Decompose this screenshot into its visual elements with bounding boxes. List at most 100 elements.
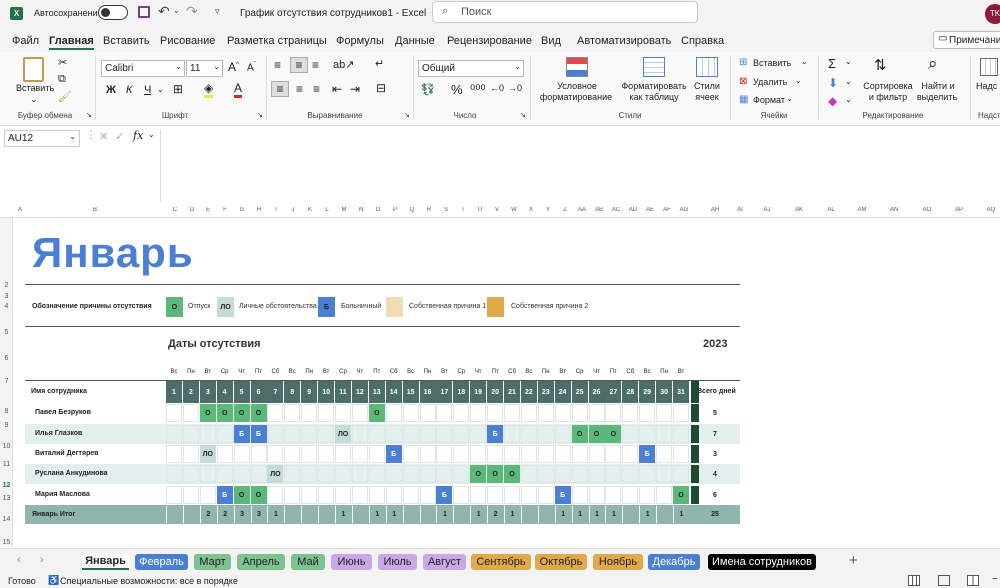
paste-icon[interactable] xyxy=(23,57,44,82)
conditional-format-label-1[interactable]: Условное xyxy=(557,81,597,91)
absence-cell-day-23[interactable] xyxy=(537,486,554,504)
day-header-16[interactable]: 16 xyxy=(419,381,436,403)
format-as-table-label-1[interactable]: Форматировать xyxy=(621,81,687,91)
font-launcher-icon[interactable]: ↘ xyxy=(257,112,263,119)
absence-cell-day-16[interactable] xyxy=(419,425,436,443)
column-header-ai[interactable]: AI xyxy=(737,207,743,213)
chevron-down-icon[interactable]: ⌄ xyxy=(845,77,852,86)
redo-icon[interactable]: ↷ xyxy=(186,3,198,19)
day-header-5[interactable]: 5 xyxy=(233,381,250,403)
absence-cell-day-22[interactable] xyxy=(520,445,537,463)
column-header-k[interactable]: K xyxy=(307,207,312,213)
absence-cell-day-10[interactable] xyxy=(318,486,335,504)
absence-cell-day-16[interactable] xyxy=(419,404,436,422)
column-header-af[interactable]: AF xyxy=(663,207,671,213)
sheet-tab-8[interactable]: Август xyxy=(423,554,466,570)
absence-cell-day-14[interactable]: Б xyxy=(385,445,402,463)
clipboard-launcher-icon[interactable]: ↘ xyxy=(86,112,92,119)
menu-automate[interactable]: Автоматизировать xyxy=(577,35,672,47)
employee-name[interactable]: Руслана Анкудинова xyxy=(35,470,108,477)
absence-cell-day-27[interactable]: О xyxy=(605,425,622,443)
column-header-q[interactable]: Q xyxy=(409,207,415,213)
absence-cell-day-25[interactable] xyxy=(571,486,588,504)
sheet-tab-11[interactable]: Ноябрь xyxy=(593,554,643,570)
absence-cell-day-29[interactable] xyxy=(639,425,656,443)
absence-cell-day-20[interactable] xyxy=(487,445,504,463)
row-header-11[interactable]: 11 xyxy=(2,461,11,468)
day-header-28[interactable]: 28 xyxy=(622,381,639,403)
absence-cell-day-31[interactable] xyxy=(673,425,689,443)
absence-cell-day-11[interactable] xyxy=(335,465,351,483)
day-header-9[interactable]: 9 xyxy=(301,381,318,403)
autosave-toggle[interactable] xyxy=(98,5,128,20)
absence-cell-day-29[interactable] xyxy=(639,404,656,422)
orientation-icon[interactable]: ab↗ xyxy=(333,59,355,71)
day-header-30[interactable]: 30 xyxy=(656,381,673,403)
normal-view-icon[interactable] xyxy=(908,575,920,586)
day-header-18[interactable]: 18 xyxy=(453,381,470,403)
column-header-g[interactable]: G xyxy=(239,207,245,213)
absence-cell-day-30[interactable] xyxy=(656,486,673,504)
menu-help[interactable]: Справка xyxy=(681,35,725,47)
absence-cell-day-8[interactable] xyxy=(284,445,301,463)
day-header-17[interactable]: 17 xyxy=(436,381,453,403)
column-header-aa[interactable]: AA xyxy=(577,207,586,213)
absence-cell-day-25[interactable] xyxy=(571,404,588,422)
absence-cell-day-17[interactable] xyxy=(436,404,453,422)
align-top-icon[interactable]: ≡ xyxy=(274,58,282,72)
sheet-tab-9[interactable]: Сентябрь xyxy=(471,554,531,570)
absence-cell-day-24[interactable]: Б xyxy=(554,486,571,504)
absence-cell-day-8[interactable] xyxy=(284,465,301,483)
align-center-icon[interactable]: ≡ xyxy=(296,82,304,96)
column-header-h[interactable]: H xyxy=(256,207,262,213)
absence-cell-day-14[interactable] xyxy=(385,425,402,443)
wrap-text-icon[interactable]: ↵ xyxy=(375,58,385,70)
decrease-font-icon[interactable]: Aˇ xyxy=(247,62,256,74)
worksheet-grid[interactable]: A B C D E F G H I J K L M N O P Q R S T U V W X Y Z AA AB AC AD AE AF AG… xyxy=(0,207,1000,547)
sort-filter-label-2[interactable]: и фильтр xyxy=(868,92,908,102)
absence-cell-day-30[interactable] xyxy=(656,425,673,443)
find-select-icon[interactable]: ⌕ xyxy=(928,54,938,73)
absence-cell-day-28[interactable] xyxy=(622,486,639,504)
absence-cell-day-2[interactable] xyxy=(182,486,199,504)
absence-cell-day-24[interactable] xyxy=(554,445,571,463)
employee-name[interactable]: Павел Безруков xyxy=(35,409,91,416)
absence-cell-day-20[interactable] xyxy=(487,486,504,504)
day-header-19[interactable]: 19 xyxy=(470,381,487,403)
accessibility-status[interactable]: Специальные возможности: все в порядке xyxy=(60,576,238,586)
absence-cell-day-11[interactable]: ЛО xyxy=(335,425,351,443)
menu-formulas[interactable]: Формулы xyxy=(336,35,384,47)
absence-cell-day-20[interactable]: О xyxy=(487,465,504,483)
absence-cell-day-17[interactable]: Б xyxy=(436,486,453,504)
employee-name[interactable]: Илья Глазков xyxy=(35,430,83,437)
absence-cell-day-5[interactable] xyxy=(233,445,250,463)
absence-cell-day-12[interactable] xyxy=(351,465,368,483)
notes-button[interactable]: ▭ Примечания xyxy=(933,31,1000,49)
absence-cell-day-5[interactable]: О xyxy=(233,404,250,422)
column-header-l[interactable]: L xyxy=(325,207,329,213)
absence-cell-day-5[interactable]: О xyxy=(233,486,250,504)
day-header-29[interactable]: 29 xyxy=(639,381,656,403)
page-break-view-icon[interactable] xyxy=(967,575,979,586)
absence-cell-day-22[interactable] xyxy=(520,486,537,504)
column-header-an[interactable]: AN xyxy=(889,207,899,213)
absence-cell-day-13[interactable] xyxy=(368,445,385,463)
avatar[interactable]: TK xyxy=(985,4,1000,24)
fill-icon[interactable]: ⬇ xyxy=(828,76,839,90)
menu-page-layout[interactable]: Разметка страницы xyxy=(227,35,327,47)
row-header-14[interactable]: 14 xyxy=(2,516,11,523)
absence-cell-day-7[interactable] xyxy=(267,425,284,443)
column-header-c[interactable]: C xyxy=(172,207,178,213)
day-header-6[interactable]: 6 xyxy=(250,381,267,403)
scroll-right-icon[interactable]: › xyxy=(40,554,44,566)
autosum-icon[interactable]: Σ xyxy=(828,56,837,71)
increase-font-icon[interactable]: A^ xyxy=(228,60,239,74)
cell-styles-label-2[interactable]: ячеек xyxy=(695,92,719,102)
find-select-label-2[interactable]: выделить xyxy=(916,92,958,102)
column-header-z[interactable]: Z xyxy=(563,207,567,213)
column-header-ad[interactable]: AD xyxy=(628,207,638,213)
column-header-v[interactable]: V xyxy=(494,207,499,213)
absence-cell-day-16[interactable] xyxy=(419,486,436,504)
absence-cell-day-10[interactable] xyxy=(318,465,335,483)
menu-review[interactable]: Рецензирование xyxy=(447,35,532,47)
